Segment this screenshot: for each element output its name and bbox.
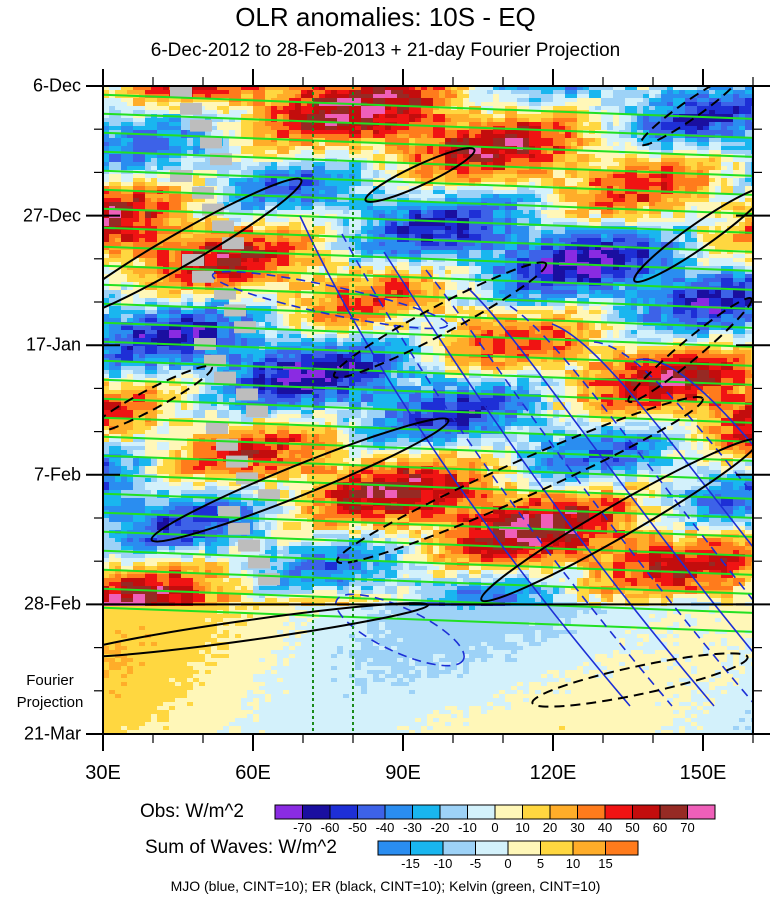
missing-data-block [192, 271, 214, 283]
legend-tick-label: -15 [401, 856, 420, 871]
y-tick-label: 21-Mar [24, 724, 81, 745]
legend-tick-label: 10 [515, 820, 529, 835]
legend-color-box [330, 805, 358, 819]
legend-color-box [443, 841, 476, 855]
legend-colorbar [378, 841, 638, 855]
legend-tick-label: -70 [293, 820, 312, 835]
legend-color-box [606, 841, 639, 855]
missing-data-block [206, 422, 228, 434]
missing-data-block [200, 136, 222, 148]
missing-data-block [238, 540, 260, 552]
missing-data-block [248, 556, 270, 568]
missing-data-block [212, 220, 234, 232]
legend-color-box [508, 841, 541, 855]
x-tick-label: 60E [235, 762, 271, 785]
legend-color-box [440, 805, 468, 819]
y-tick-label: 7-Feb [34, 464, 81, 485]
legend-tick-label: -30 [403, 820, 422, 835]
legend-color-box [275, 805, 303, 819]
x-tick-label: 120E [530, 762, 577, 785]
legend-color-box [468, 805, 496, 819]
legend-tick-label: 20 [543, 820, 557, 835]
missing-data-block [224, 304, 246, 316]
legend-tick-label: -10 [434, 856, 453, 871]
missing-data-block [228, 523, 250, 535]
legend-tick-label: -10 [458, 820, 477, 835]
legend-color-box [413, 805, 441, 819]
missing-data-block [214, 372, 236, 384]
missing-data-block [222, 237, 244, 249]
legend-color-box [495, 805, 523, 819]
legend-tick-label: 0 [504, 856, 511, 871]
missing-data-block [194, 338, 216, 350]
legend-tick-label: 30 [570, 820, 584, 835]
legend-color-box [605, 805, 633, 819]
missing-data-block [180, 103, 202, 115]
missing-data-block [190, 120, 212, 132]
y-tick-label: 27-Dec [23, 205, 81, 226]
fourier-projection-line1: Fourier [10, 670, 90, 692]
y-tick-label: 6-Dec [33, 76, 81, 97]
missing-data-block [170, 170, 192, 182]
legend-color-box [385, 805, 413, 819]
x-tick-label: 150E [680, 762, 727, 785]
missing-data-block [246, 405, 268, 417]
legend-color-box [573, 841, 606, 855]
legend-colorbar [275, 805, 715, 819]
y-tick-label: 28-Feb [24, 594, 81, 615]
legend-color-box [578, 805, 606, 819]
legend-label: Obs: W/m^2 [140, 801, 244, 823]
legend-tick-label: 10 [566, 856, 580, 871]
legend-tick-label: 70 [680, 820, 694, 835]
x-tick-label: 90E [385, 762, 421, 785]
legend-label: Sum of Waves: W/m^2 [145, 837, 337, 859]
legend-color-box [550, 805, 578, 819]
x-tick-label: 30E [85, 762, 121, 785]
fourier-projection-label: Fourier Projection [10, 670, 90, 714]
legend-tick-label: 5 [537, 856, 544, 871]
y-tick-label: 17-Jan [26, 335, 81, 356]
legend-color-box [541, 841, 574, 855]
legend-tick-label: 0 [491, 820, 498, 835]
legend-color-box [378, 841, 411, 855]
legend-color-box [660, 805, 688, 819]
legend-tick-label: -50 [348, 820, 367, 835]
legend-color-box [523, 805, 551, 819]
legend-tick-label: 15 [598, 856, 612, 871]
legend-color-box [476, 841, 509, 855]
legend-color-box [411, 841, 444, 855]
legend-tick-label: -40 [376, 820, 395, 835]
legend-color-box [633, 805, 661, 819]
legend-tick-label: -5 [470, 856, 482, 871]
legend-tick-label: 40 [598, 820, 612, 835]
legend-tick-label: -20 [431, 820, 450, 835]
missing-data-block [170, 86, 192, 98]
missing-data-block [236, 388, 258, 400]
legend-tick-label: 60 [653, 820, 667, 835]
legend-tick-label: -60 [321, 820, 340, 835]
legend-color-box [688, 805, 716, 819]
fourier-projection-line2: Projection [10, 692, 90, 714]
legend-color-box [303, 805, 331, 819]
legend-color-box [358, 805, 386, 819]
legend-tick-label: 50 [625, 820, 639, 835]
contour-footer-note: MJO (blue, CINT=10); ER (black, CINT=10)… [0, 878, 771, 894]
